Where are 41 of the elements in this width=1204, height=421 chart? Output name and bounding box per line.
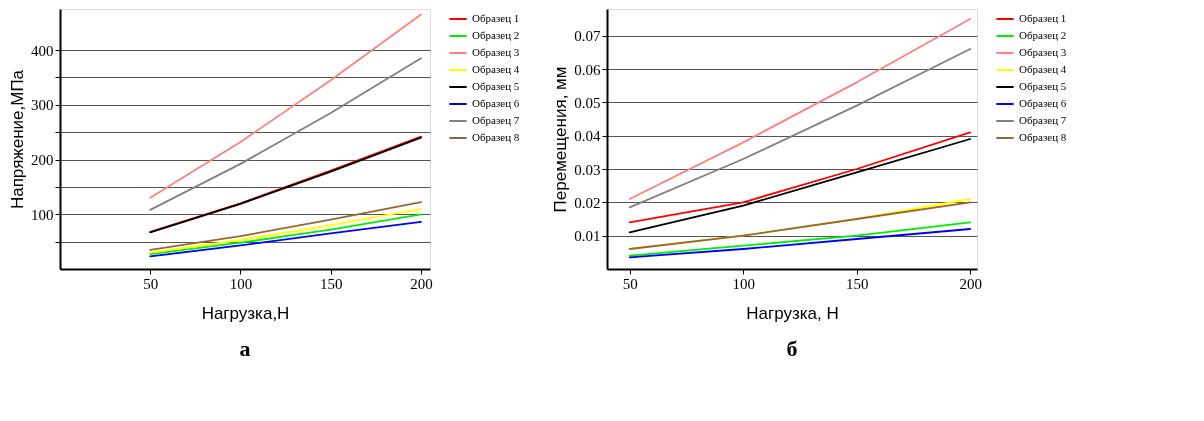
y-tick-label: 100: [31, 206, 54, 223]
legend-label: Образец 7: [472, 114, 520, 126]
y-tick-label: 0.07: [574, 28, 601, 45]
y-tick-label: 0.01: [574, 228, 601, 245]
legend-label: Образец 6: [1019, 97, 1067, 109]
legend-label: Образец 2: [1019, 29, 1067, 41]
x-axis-title: Нагрузка, Н: [746, 303, 839, 323]
x-tick-label: 100: [732, 275, 755, 292]
y-tick-label: 0.05: [574, 94, 601, 111]
text: а: [239, 336, 251, 361]
x-tick-label: 200: [410, 275, 433, 292]
legend-label: Образец 8: [472, 131, 520, 143]
legend-label: Образец 4: [472, 63, 520, 75]
legend-label: Образец 6: [472, 97, 520, 109]
y-tick-label: 0.06: [574, 61, 601, 78]
y-tick-label: 0.03: [574, 161, 601, 178]
x-tick-label: 150: [319, 275, 343, 292]
legend-label: Образец 1: [1019, 12, 1067, 24]
y-tick-label: 200: [31, 152, 54, 169]
y-tick-label: 400: [31, 42, 54, 59]
legend-label: Образец 5: [1019, 80, 1067, 92]
legend-label: Образец 5: [472, 80, 520, 92]
legend-label: Образец 3: [1019, 46, 1067, 58]
legend-label: Образец 4: [1019, 63, 1067, 75]
x-tick-label: 50: [622, 275, 638, 292]
x-tick-label: 50: [143, 275, 159, 292]
x-tick-label: 200: [959, 275, 982, 292]
y-axis-title: Напряжение,МПа: [8, 69, 27, 210]
x-tick-label: 100: [229, 275, 253, 292]
legend-label: Образец 8: [1019, 131, 1067, 143]
y-tick-label: 0.02: [574, 194, 601, 211]
y-tick-label: 300: [31, 97, 54, 114]
y-axis-title: Перемещения, мм: [551, 66, 571, 213]
legend-label: Образец 7: [1019, 114, 1067, 126]
y-tick-label: 0.04: [574, 128, 601, 145]
x-axis-title: Нагрузка,Н: [201, 303, 290, 323]
legend-label: Образец 1: [472, 12, 520, 24]
legend-label: Образец 3: [472, 46, 520, 58]
x-tick-label: 150: [845, 275, 869, 292]
legend-label: Образец 2: [472, 29, 520, 41]
text: б: [786, 336, 798, 361]
